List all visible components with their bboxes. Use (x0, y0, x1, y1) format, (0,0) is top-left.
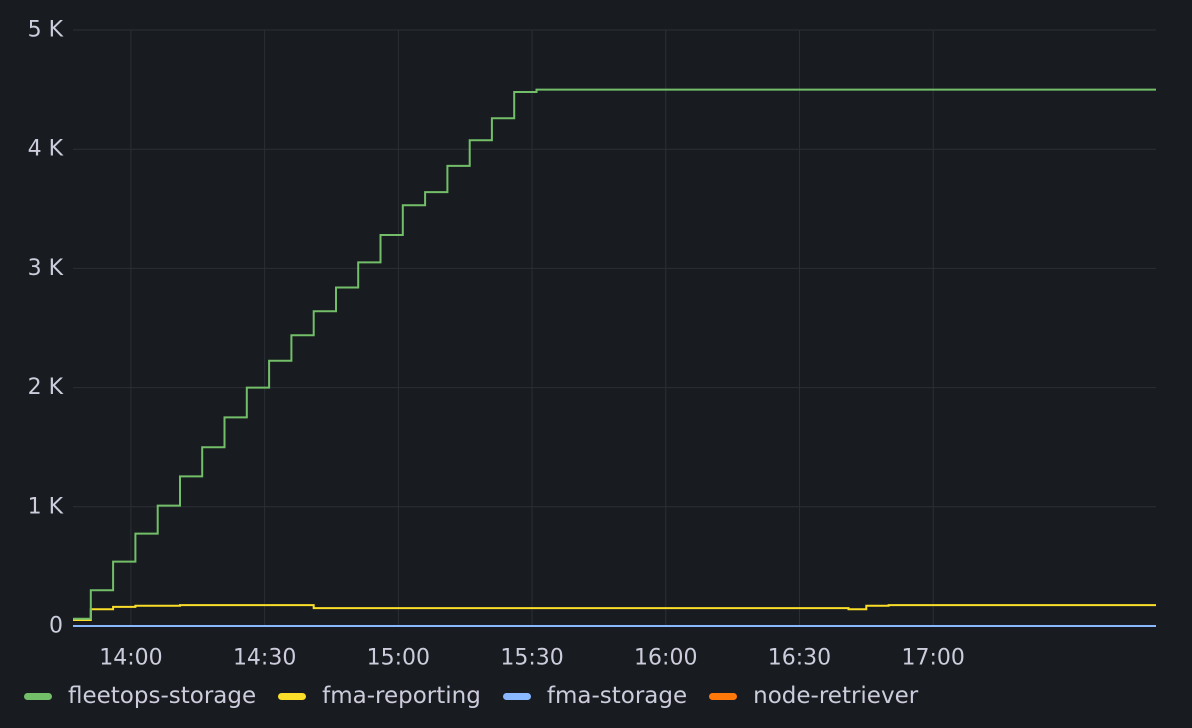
legend-label: fma-storage (546, 683, 688, 709)
y-tick-label: 2 K (28, 375, 64, 400)
series-line-fleetops-storage (73, 88, 1156, 620)
x-tick-label: 15:00 (367, 646, 430, 671)
chart-plot: 0 1 K 2 K 3 K 4 K 5 K 14:00 14:30 15:00 15:30 16:0… (28, 18, 1156, 671)
y-tick-label: 0 (49, 614, 63, 639)
x-tick-label: 14:00 (99, 646, 162, 671)
legend-item-fma-reporting[interactable]: fma-reporting (278, 683, 481, 709)
chart-legend: fleetops-storage fma-reporting fma-stora… (24, 680, 918, 712)
legend-swatch-icon (502, 692, 531, 700)
legend-label: fleetops-storage (68, 683, 257, 709)
x-tick-label: 16:00 (634, 646, 697, 671)
y-tick-label: 5 K (28, 18, 64, 43)
x-tick-label: 16:30 (768, 646, 831, 671)
legend-item-fleetops-storage[interactable]: fleetops-storage (24, 683, 256, 709)
legend-swatch-icon (709, 692, 738, 700)
series-line-fma-reporting (73, 604, 1156, 621)
legend-item-fma-storage[interactable]: fma-storage (502, 683, 688, 709)
x-tick-label: 14:30 (233, 646, 296, 671)
y-tick-label: 4 K (28, 137, 64, 162)
legend-item-node-retriever[interactable]: node-retriever (709, 683, 918, 709)
legend-label: node-retriever (753, 683, 919, 709)
x-tick-label: 17:00 (901, 646, 964, 671)
y-tick-label: 3 K (28, 256, 64, 281)
legend-swatch-icon (24, 692, 52, 700)
x-tick-label: 15:30 (500, 646, 563, 671)
y-tick-label: 1 K (28, 494, 64, 519)
legend-swatch-icon (278, 692, 307, 700)
legend-label: fma-reporting (322, 683, 481, 709)
